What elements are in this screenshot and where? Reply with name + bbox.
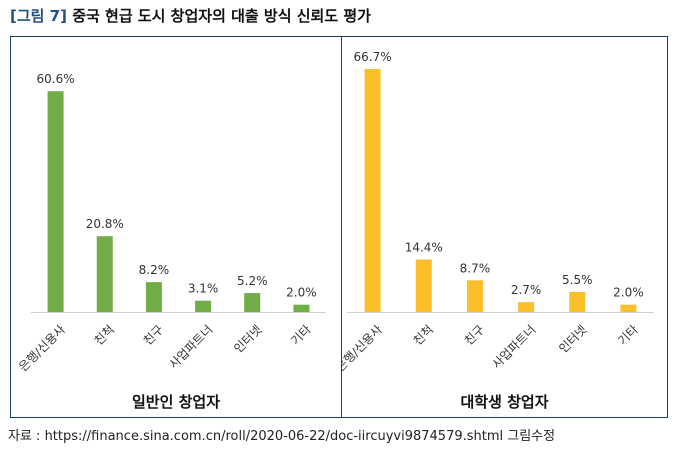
data-label-4: 5.2%: [237, 274, 268, 288]
category-label-2: 친구: [462, 322, 488, 348]
category-label-4: 인터넷: [556, 322, 589, 355]
chart-panel-general: 60.6% 은행/신용사 20.8% 친척 8.2% 친구 3.1% 사업파트너 5.2% 인터넷…: [11, 37, 341, 417]
source-note: 자료 : https://finance.sina.com.cn/roll/20…: [8, 429, 556, 444]
bar-1: [96, 236, 113, 312]
chart-frame: [10, 36, 668, 418]
bar-0: [364, 69, 381, 312]
bar-5: [620, 304, 637, 312]
data-label-2: 8.7%: [460, 261, 491, 275]
data-label-2: 8.2%: [139, 263, 170, 277]
category-label-0: 은행/신용사: [15, 322, 68, 375]
category-label-1: 친척: [92, 322, 118, 348]
bar-2: [145, 282, 162, 312]
figure-title: [그림 7] 중국 현급 도시 창업자의 대출 방식 신뢰도 평가: [10, 5, 371, 27]
data-label-1: 20.8%: [86, 217, 124, 231]
data-label-0: 60.6%: [37, 72, 75, 86]
category-label-2: 친구: [141, 322, 167, 348]
bar-4: [244, 293, 261, 312]
data-label-1: 14.4%: [405, 241, 443, 255]
category-label-4: 인터넷: [231, 322, 264, 355]
figure-tag: [그림 7]: [10, 7, 67, 25]
bar-3: [195, 300, 212, 312]
category-label-1: 친척: [411, 322, 437, 348]
panel-title-student: 대학생 창업자: [460, 393, 549, 411]
category-label-5: 기타: [288, 322, 314, 348]
data-label-0: 66.7%: [354, 50, 392, 64]
data-label-3: 3.1%: [188, 282, 219, 296]
data-label-5: 2.0%: [286, 286, 317, 300]
category-label-3: 사업파트너: [489, 322, 538, 371]
bar-3: [518, 302, 535, 312]
bar-0: [47, 91, 64, 312]
panel-divider: [341, 36, 342, 418]
data-label-3: 2.7%: [511, 283, 542, 297]
bar-4: [569, 291, 586, 312]
bar-2: [466, 280, 483, 312]
data-label-4: 5.5%: [562, 273, 593, 287]
bar-chart-student: 66.7% 은행/신용사 14.4% 친척 8.7% 친구 2.7% 사업파트너 5.5% 인터넷…: [342, 50, 654, 375]
category-label-0: 은행/신용사: [342, 322, 385, 375]
category-label-5: 기타: [615, 322, 641, 348]
category-label-3: 사업파트너: [166, 322, 215, 371]
bar-chart-general: 60.6% 은행/신용사 20.8% 친척 8.2% 친구 3.1% 사업파트너 5.2% 인터넷…: [15, 72, 326, 375]
chart-panel-student: 66.7% 은행/신용사 14.4% 친척 8.7% 친구 2.7% 사업파트너 5.5% 인터넷…: [342, 37, 667, 417]
panel-title-general: 일반인 창업자: [131, 393, 221, 411]
bar-1: [415, 259, 432, 312]
figure-title-text: 중국 현급 도시 창업자의 대출 방식 신뢰도 평가: [72, 7, 371, 25]
data-label-5: 2.0%: [613, 286, 644, 300]
bar-5: [293, 304, 310, 312]
